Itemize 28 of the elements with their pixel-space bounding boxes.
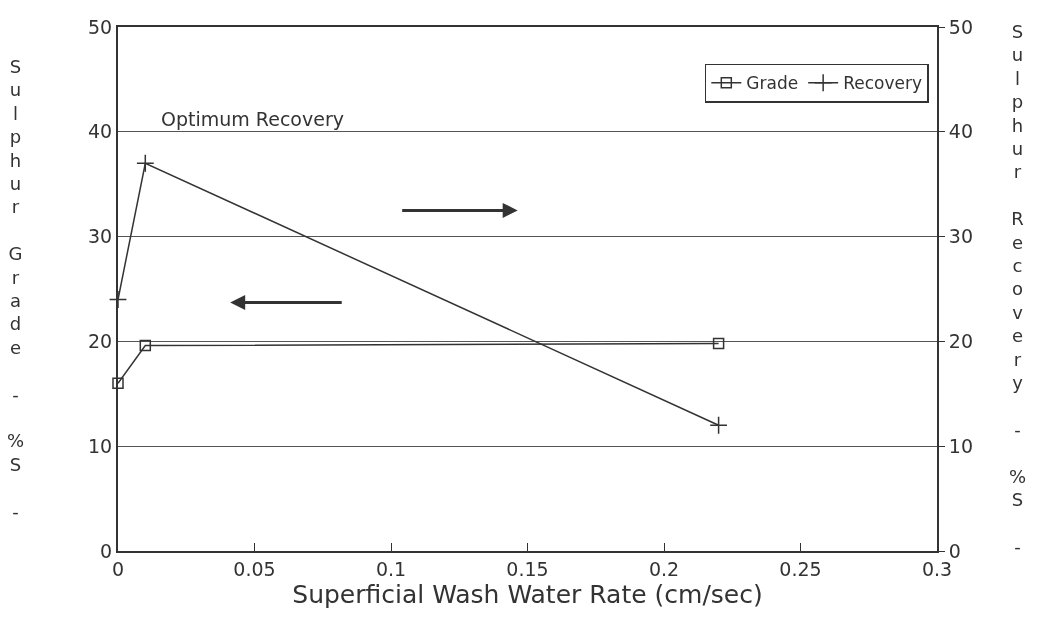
annotation: Optimum Recovery	[161, 108, 344, 130]
x-tick-label: 0.15	[506, 557, 549, 580]
y2-tick-label: 10	[948, 434, 973, 457]
x-axis-title: Superficial Wash Water Rate (cm/sec)	[292, 579, 763, 609]
point	[709, 416, 728, 435]
x-tick-label: 0.1	[375, 557, 407, 580]
point	[136, 154, 155, 173]
point	[139, 339, 152, 352]
point	[712, 337, 725, 350]
text: Sulphur Grade - %S -	[7, 56, 25, 522]
y-tick-label: 10	[88, 434, 113, 457]
y2-tick-label: 50	[948, 15, 973, 38]
x-tick-label: 0.25	[779, 557, 822, 580]
y2-tick-label: 20	[948, 330, 973, 353]
y2-tick-label: 30	[948, 225, 973, 248]
point	[112, 377, 124, 390]
legend-label: Recovery	[843, 73, 922, 94]
y2-tick-label: 40	[948, 120, 973, 143]
point	[108, 290, 128, 309]
legend-label: Grade	[746, 73, 799, 94]
y-tick-label: 20	[88, 330, 113, 353]
y-tick-label: 30	[88, 225, 113, 248]
text: Sulphur Recovery - %S -	[1009, 21, 1027, 557]
x-tick-label: 0.05	[233, 557, 276, 580]
y-tick-label: 50	[88, 15, 113, 38]
y-tick-label: 0	[100, 539, 113, 562]
y-tick-label: 40	[88, 120, 113, 143]
x-tick-label: 0.2	[648, 557, 680, 580]
